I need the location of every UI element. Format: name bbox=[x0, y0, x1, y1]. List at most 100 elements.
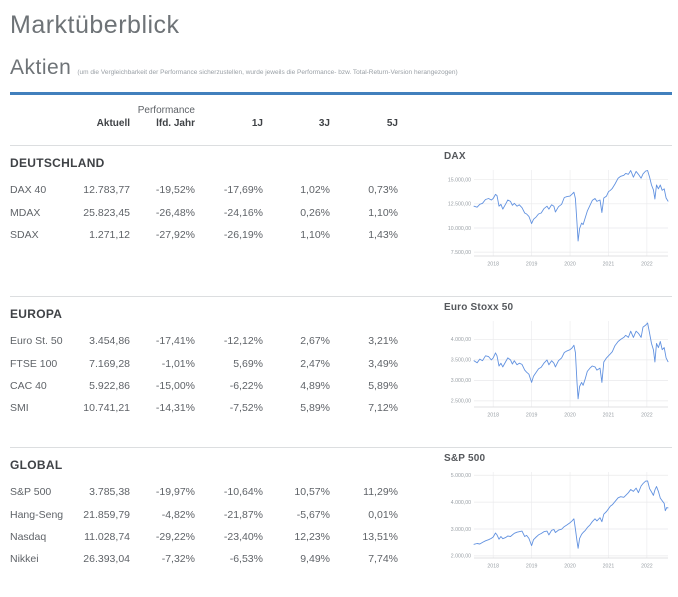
value-5j: 0,01% bbox=[368, 508, 398, 521]
value-1j: -7,52% bbox=[229, 402, 263, 415]
column-header-aktuell: Aktuell bbox=[96, 118, 130, 129]
value-aktuell: 1.271,12 bbox=[89, 228, 130, 241]
section-global: GLOBAL S&P 500 3.785,38 -19,97% -10,64% 10,5… bbox=[10, 447, 672, 597]
table-row: Hang-Seng 21.859,79 -4,82% -21,87% -5,67% 0,0… bbox=[10, 503, 444, 525]
dax-chart: DAX 2018 2019 2020 2021 2022 7.500,00 10.000,0… bbox=[444, 146, 672, 296]
dax-canvas: 2018 2019 2020 2021 2022 7.500,00 10.000,00 12.… bbox=[448, 170, 669, 268]
table-row: S&P 500 3.785,38 -19,97% -10,64% 10,57% 11,29… bbox=[10, 481, 444, 503]
x-tick-label: 2019 bbox=[526, 262, 538, 268]
value-5j: 1,43% bbox=[368, 228, 398, 241]
column-header-lfd-jahr: lfd. Jahr bbox=[156, 118, 195, 129]
x-tick-label: 2019 bbox=[526, 564, 538, 570]
section-title-deutschland: DEUTSCHLAND bbox=[10, 156, 105, 170]
table-row: SMI 10.741,21 -14,31% -7,52% 5,89% 7,12% bbox=[10, 397, 444, 419]
x-tick-label: 2021 bbox=[603, 262, 615, 268]
section-europa: EUROPA Euro St. 50 3.454,86 -17,41% -12,12%… bbox=[10, 296, 672, 447]
value-aktuell: 21.859,79 bbox=[83, 508, 130, 521]
y-tick-label: 4.000,00 bbox=[451, 500, 471, 506]
x-tick-label: 2018 bbox=[487, 413, 499, 419]
value-3j: 9,49% bbox=[300, 553, 330, 566]
sp-500-price-line bbox=[473, 480, 669, 549]
x-tick-label: 2018 bbox=[487, 564, 499, 570]
europa-rows: Euro St. 50 3.454,86 -17,41% -12,12% 2,67% 3,… bbox=[10, 330, 444, 420]
euro-stoxx-50-chart: Euro Stoxx 50 2018 2019 2020 2021 2022 2.500,… bbox=[444, 297, 672, 447]
value-lfd-jahr: -7,32% bbox=[161, 553, 195, 566]
value-3j: 1,02% bbox=[300, 184, 330, 197]
column-header-3j: 3J bbox=[318, 118, 330, 129]
value-3j: 2,67% bbox=[300, 335, 330, 348]
y-tick-label: 15.000,00 bbox=[448, 177, 471, 183]
table-header: Performance Aktuell lfd. Jahr 1J 3J 5J bbox=[10, 95, 672, 145]
page-title: Marktüberblick bbox=[10, 11, 180, 39]
index-name: CAC 40 bbox=[10, 379, 47, 392]
y-tick-label: 5.000,00 bbox=[451, 473, 471, 479]
x-tick-label: 2020 bbox=[564, 564, 576, 570]
value-1j: -10,64% bbox=[223, 486, 263, 499]
value-lfd-jahr: -15,00% bbox=[155, 379, 195, 392]
index-name: MDAX bbox=[10, 206, 41, 219]
index-name: Hang-Seng bbox=[10, 508, 64, 521]
index-name: DAX 40 bbox=[10, 184, 47, 197]
value-1j: -6,22% bbox=[229, 379, 263, 392]
accent-divider bbox=[10, 92, 672, 95]
index-name: Euro St. 50 bbox=[10, 335, 63, 348]
y-tick-label: 3.000,00 bbox=[451, 378, 471, 384]
y-tick-label: 4.000,00 bbox=[451, 337, 471, 343]
table-row: Euro St. 50 3.454,86 -17,41% -12,12% 2,67% 3,… bbox=[10, 330, 444, 352]
y-tick-label: 3.500,00 bbox=[451, 358, 471, 364]
value-lfd-jahr: -27,92% bbox=[155, 228, 195, 241]
value-1j: -26,19% bbox=[223, 228, 263, 241]
value-3j: -5,67% bbox=[296, 508, 330, 521]
x-tick-label: 2022 bbox=[641, 564, 653, 570]
table-row: Nikkei 26.393,04 -7,32% -6,53% 9,49% 7,74% bbox=[10, 548, 444, 570]
value-3j: 4,89% bbox=[300, 379, 330, 392]
y-tick-label: 12.500,00 bbox=[448, 202, 471, 208]
value-aktuell: 5.922,86 bbox=[89, 379, 130, 392]
value-3j: 2,47% bbox=[300, 357, 330, 370]
performance-group-label: Performance bbox=[137, 105, 195, 116]
index-name: S&P 500 bbox=[10, 486, 52, 499]
value-1j: -17,69% bbox=[223, 184, 263, 197]
column-header-5j: 5J bbox=[386, 118, 398, 129]
index-name: SDAX bbox=[10, 228, 39, 241]
value-3j: 1,10% bbox=[300, 228, 330, 241]
y-tick-label: 7.500,00 bbox=[451, 250, 471, 256]
euro-stoxx-50-chart-plot: 2018 2019 2020 2021 2022 2.500,00 3.000,00 3.50… bbox=[444, 317, 672, 428]
y-tick-label: 3.000,00 bbox=[451, 527, 471, 533]
value-3j: 0,26% bbox=[300, 206, 330, 219]
euro-stoxx-50-canvas: 2018 2019 2020 2021 2022 2.500,00 3.000,00 3.50… bbox=[451, 321, 669, 419]
value-aktuell: 3.785,38 bbox=[89, 486, 130, 499]
value-lfd-jahr: -4,82% bbox=[161, 508, 195, 521]
value-5j: 11,29% bbox=[363, 486, 398, 499]
x-tick-label: 2020 bbox=[564, 413, 576, 419]
value-3j: 10,57% bbox=[294, 486, 330, 499]
aktien-header: Aktien (um die Vergleichbarkeit der Perfo… bbox=[10, 56, 672, 85]
table-row: Nasdaq 11.028,74 -29,22% -23,40% 12,23% 13,51… bbox=[10, 526, 444, 548]
euro-stoxx-50-chart-title: Euro Stoxx 50 bbox=[444, 302, 514, 313]
value-1j: -24,16% bbox=[223, 206, 263, 219]
value-aktuell: 10.741,21 bbox=[83, 402, 130, 415]
value-3j: 5,89% bbox=[300, 402, 330, 415]
sp-500-chart-title: S&P 500 bbox=[444, 453, 486, 464]
index-name: Nikkei bbox=[10, 553, 39, 566]
value-aktuell: 12.783,77 bbox=[83, 184, 130, 197]
value-aktuell: 7.169,28 bbox=[89, 357, 130, 370]
aktien-heading: Aktien bbox=[10, 56, 72, 79]
x-tick-label: 2020 bbox=[564, 262, 576, 268]
x-tick-label: 2022 bbox=[641, 262, 653, 268]
index-name: FTSE 100 bbox=[10, 357, 58, 370]
index-name: Nasdaq bbox=[10, 530, 47, 543]
value-lfd-jahr: -29,22% bbox=[155, 530, 195, 543]
value-5j: 3,49% bbox=[368, 357, 398, 370]
deutschland-table: DEUTSCHLAND DAX 40 12.783,77 -19,52% -17,69… bbox=[10, 146, 444, 296]
y-tick-label: 10.000,00 bbox=[448, 226, 471, 232]
sp-500-chart-plot: 2018 2019 2020 2021 2022 2.000,00 3.000,00 4.00… bbox=[444, 468, 672, 579]
table-header-row-performance: Performance bbox=[10, 104, 672, 117]
value-1j: -12,12% bbox=[223, 335, 263, 348]
europa-table: EUROPA Euro St. 50 3.454,86 -17,41% -12,12%… bbox=[10, 297, 444, 447]
aktien-note: (um die Vergleichbarkeit der Performance… bbox=[77, 69, 458, 76]
column-header-1j: 1J bbox=[251, 118, 263, 129]
sp-500-canvas: 2018 2019 2020 2021 2022 2.000,00 3.000,00 4.00… bbox=[451, 472, 669, 570]
x-tick-label: 2019 bbox=[526, 413, 538, 419]
table-row: FTSE 100 7.169,28 -1,01% 5,69% 2,47% 3,49% bbox=[10, 352, 444, 374]
